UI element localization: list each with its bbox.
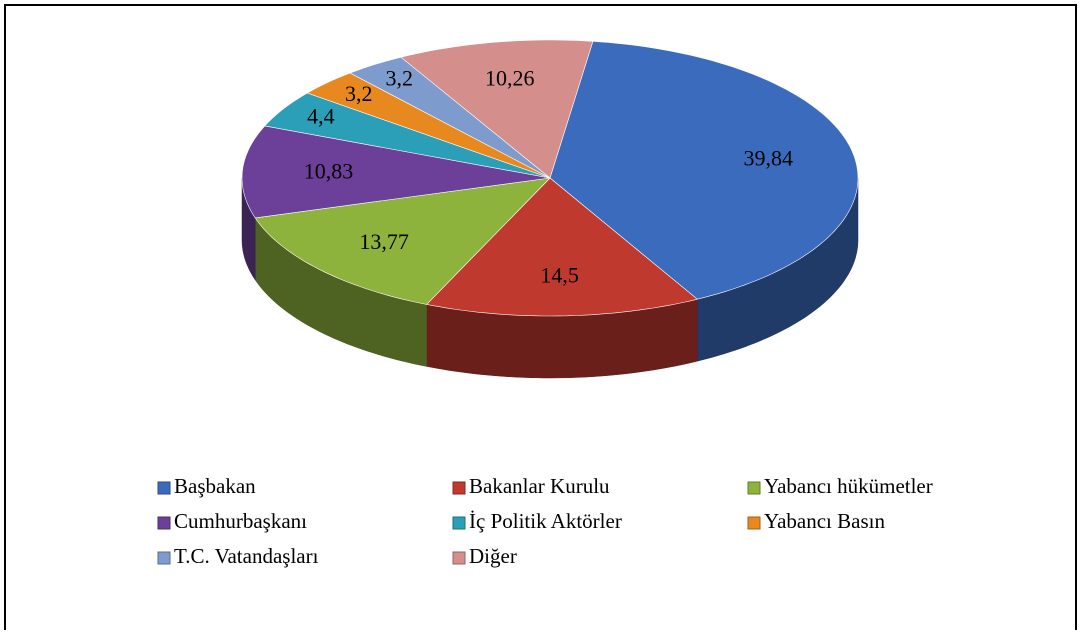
- data-label: 10,83: [304, 158, 354, 183]
- data-label: 39,84: [743, 145, 793, 170]
- legend-label: Bakanlar Kurulu: [469, 474, 610, 498]
- slice: [400, 39, 594, 179]
- legend-swatch: [452, 551, 466, 565]
- legend-label: Başbakan: [174, 474, 256, 498]
- slice: [425, 177, 698, 317]
- legend-label: Cumhurbaşkanı: [174, 509, 307, 533]
- legend-swatch: [157, 551, 171, 565]
- slice: [264, 92, 551, 179]
- data-label: 10,26: [485, 65, 535, 90]
- legend-swatch: [452, 516, 466, 530]
- data-label: 14,5: [540, 262, 579, 287]
- legend-label: İç Politik Aktörler: [469, 509, 622, 533]
- legend-label: Yabancı Basın: [764, 509, 885, 533]
- slice: [306, 72, 551, 179]
- legend-label: Yabancı hükümetler: [764, 474, 933, 498]
- legend-label: T.C. Vatandaşları: [174, 544, 319, 568]
- legend-swatch: [452, 481, 466, 495]
- legend-swatch: [157, 516, 171, 530]
- slice: [241, 125, 551, 219]
- legend-swatch: [157, 481, 171, 495]
- slice: [549, 40, 859, 300]
- data-label: 3,2: [345, 81, 373, 106]
- slice: [349, 56, 551, 179]
- data-label: 3,2: [385, 65, 413, 90]
- data-label: 4,4: [307, 104, 335, 129]
- legend-swatch: [747, 481, 761, 495]
- data-label: 13,77: [359, 229, 409, 254]
- legend-label: Diğer: [469, 544, 517, 568]
- legend-swatch: [747, 516, 761, 530]
- slice: [254, 177, 551, 305]
